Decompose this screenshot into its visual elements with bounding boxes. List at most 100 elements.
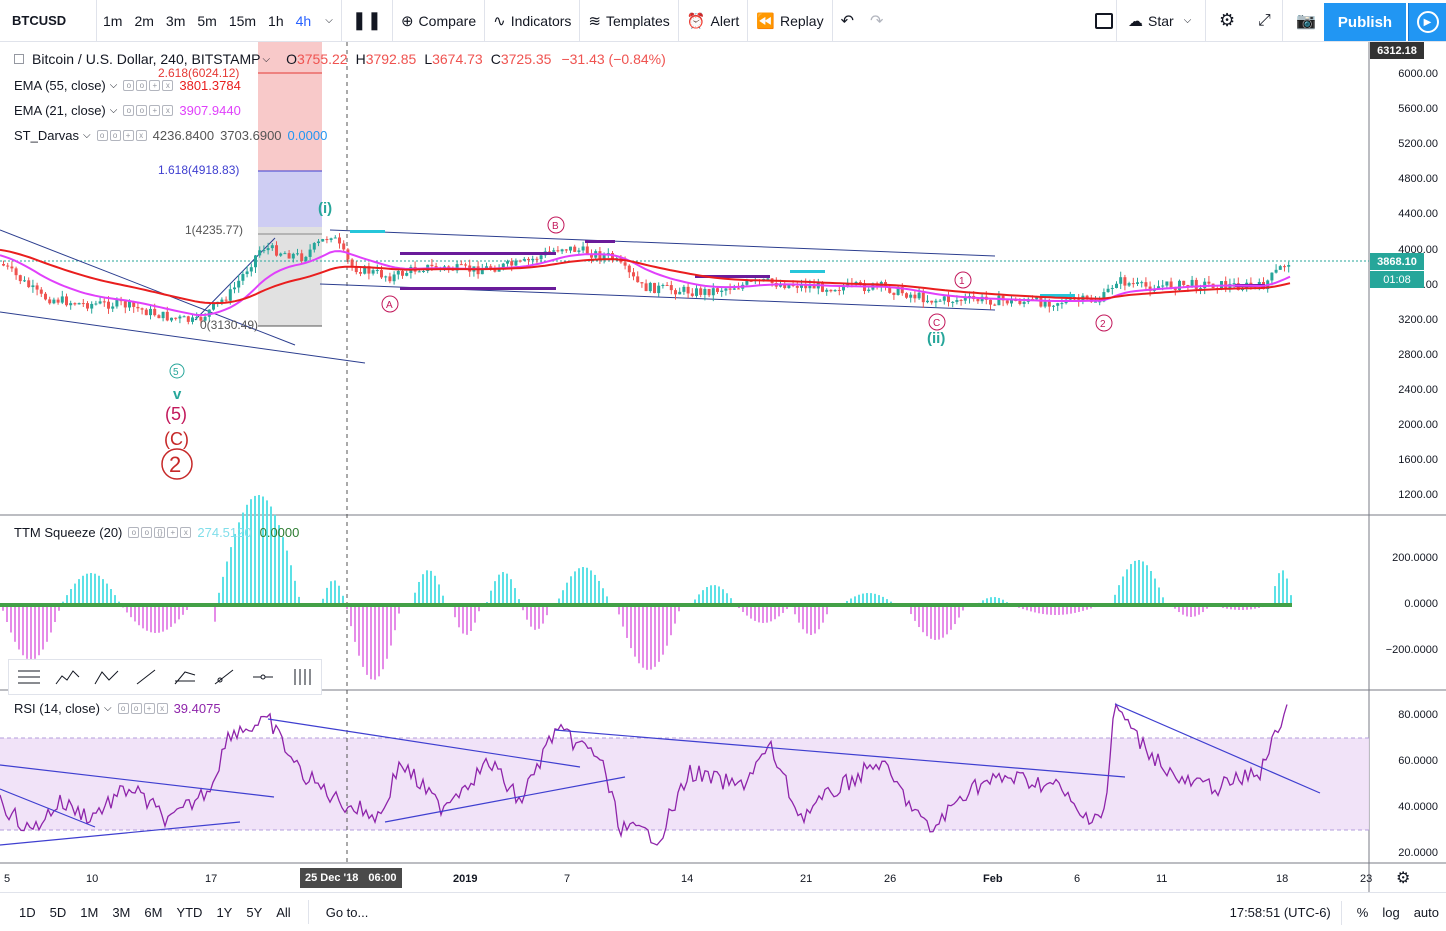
candle[interactable] (829, 289, 833, 292)
candle[interactable] (69, 303, 73, 306)
candle[interactable] (333, 237, 337, 239)
candle[interactable] (199, 316, 203, 321)
candle[interactable] (1136, 282, 1139, 284)
candlestick-series[interactable] (2, 233, 1291, 327)
drawing-toolbar[interactable] (8, 659, 322, 695)
chart-canvas[interactable]: (i) (ii) v (5) (C) 2 5 A B C 1 2 2.618(6… (0, 42, 1446, 892)
candle[interactable] (497, 268, 501, 272)
plus-icon[interactable]: + (149, 105, 161, 116)
wave-label-c1[interactable]: 1 (959, 276, 965, 287)
gear-icon[interactable]: o (136, 105, 148, 116)
candle[interactable] (833, 289, 837, 292)
candle[interactable] (174, 317, 178, 319)
candle[interactable] (350, 259, 354, 268)
candle[interactable] (312, 243, 316, 250)
candle[interactable] (10, 266, 14, 269)
alert-button[interactable]: ⏰ Alert (686, 12, 740, 30)
candle[interactable] (300, 253, 304, 261)
rsi-trendline[interactable] (267, 718, 581, 768)
trendline[interactable] (194, 237, 276, 321)
candle[interactable] (182, 316, 186, 318)
candle[interactable] (1110, 287, 1114, 289)
close-icon[interactable]: x (180, 527, 192, 538)
plus-icon[interactable]: + (167, 527, 179, 538)
candle[interactable] (951, 301, 955, 303)
candle[interactable] (1157, 286, 1160, 290)
plus-icon[interactable]: + (149, 80, 161, 91)
candle[interactable] (825, 289, 829, 292)
candle[interactable] (245, 271, 249, 275)
candle[interactable] (518, 260, 522, 262)
range-1M[interactable]: 1M (80, 904, 99, 920)
rsi-trendlines[interactable] (0, 703, 1321, 846)
candle[interactable] (711, 288, 715, 296)
rsi-trendline[interactable] (384, 776, 626, 823)
candle[interactable] (535, 258, 539, 260)
rsi-line[interactable] (0, 702, 1288, 846)
candle[interactable] (1194, 279, 1198, 290)
vertical-lines-tool-icon[interactable] (282, 660, 321, 694)
candle[interactable] (665, 284, 669, 286)
candle[interactable] (1001, 295, 1005, 301)
chart-area[interactable]: (i) (ii) v (5) (C) 2 5 A B C 1 2 2.618(6… (0, 42, 1446, 892)
candle[interactable] (569, 246, 572, 251)
candle[interactable] (627, 265, 631, 273)
chevron-down-icon[interactable]: ⌵ (109, 80, 118, 91)
candle[interactable] (308, 249, 312, 257)
candle[interactable] (909, 294, 913, 298)
camera-snapshot-icon[interactable]: 📷 (1296, 12, 1316, 30)
candle[interactable] (73, 303, 77, 305)
candle[interactable] (993, 304, 997, 306)
symbol-search[interactable]: BTCUSD (12, 13, 67, 28)
plus-icon[interactable]: + (143, 703, 155, 714)
candle[interactable] (858, 282, 862, 284)
candle[interactable] (186, 316, 190, 322)
candle[interactable] (938, 300, 942, 302)
rsi-legend[interactable]: RSI (14, close) ⌵ o o + x 39.4075 (14, 701, 221, 716)
rsi-trendline[interactable] (0, 764, 275, 798)
candle[interactable] (573, 246, 577, 252)
wave-label-5[interactable]: (5) (165, 404, 187, 424)
candle[interactable] (930, 300, 934, 303)
legend-controls[interactable]: o o + x (123, 80, 174, 91)
wave-label-A[interactable]: A (386, 300, 393, 311)
candle[interactable] (35, 285, 39, 290)
candle[interactable] (2, 264, 5, 266)
candle[interactable] (737, 288, 740, 290)
percent-toggle[interactable]: % (1356, 905, 1369, 920)
candle[interactable] (123, 301, 127, 308)
close-icon[interactable]: x (156, 703, 168, 714)
candle[interactable] (140, 308, 144, 310)
candle[interactable] (720, 290, 724, 292)
candle[interactable] (422, 271, 425, 273)
trendline[interactable] (0, 311, 366, 364)
candle[interactable] (917, 292, 921, 299)
candle[interactable] (1207, 281, 1211, 284)
fullscreen-expand-icon[interactable]: ⤢ (1258, 11, 1271, 29)
candle[interactable] (1115, 283, 1118, 288)
candle[interactable] (989, 299, 992, 305)
candle[interactable] (279, 253, 283, 256)
candle[interactable] (527, 258, 530, 261)
candle[interactable] (157, 315, 161, 319)
candle[interactable] (417, 271, 421, 273)
candle[interactable] (942, 296, 946, 301)
ttm-legend[interactable]: TTM Squeeze (20) o o{} + x 274.5120 0.0000 (14, 525, 299, 540)
candle[interactable] (317, 241, 320, 244)
candle[interactable] (959, 300, 963, 302)
eye-icon[interactable]: o (123, 105, 135, 116)
candle[interactable] (522, 258, 526, 261)
candle[interactable] (728, 288, 732, 290)
range-YTD[interactable]: YTD (176, 904, 203, 920)
trendlines[interactable] (0, 229, 996, 364)
candle[interactable] (136, 306, 140, 309)
candle[interactable] (1052, 305, 1055, 307)
close-icon[interactable]: x (162, 105, 174, 116)
candle[interactable] (926, 300, 929, 303)
candle[interactable] (1224, 281, 1228, 288)
legend-controls[interactable]: o o + x (96, 130, 147, 141)
candle[interactable] (367, 266, 371, 274)
candle[interactable] (94, 303, 98, 305)
ema21-label[interactable]: EMA (21, close) (14, 103, 106, 118)
candle[interactable] (6, 265, 10, 267)
